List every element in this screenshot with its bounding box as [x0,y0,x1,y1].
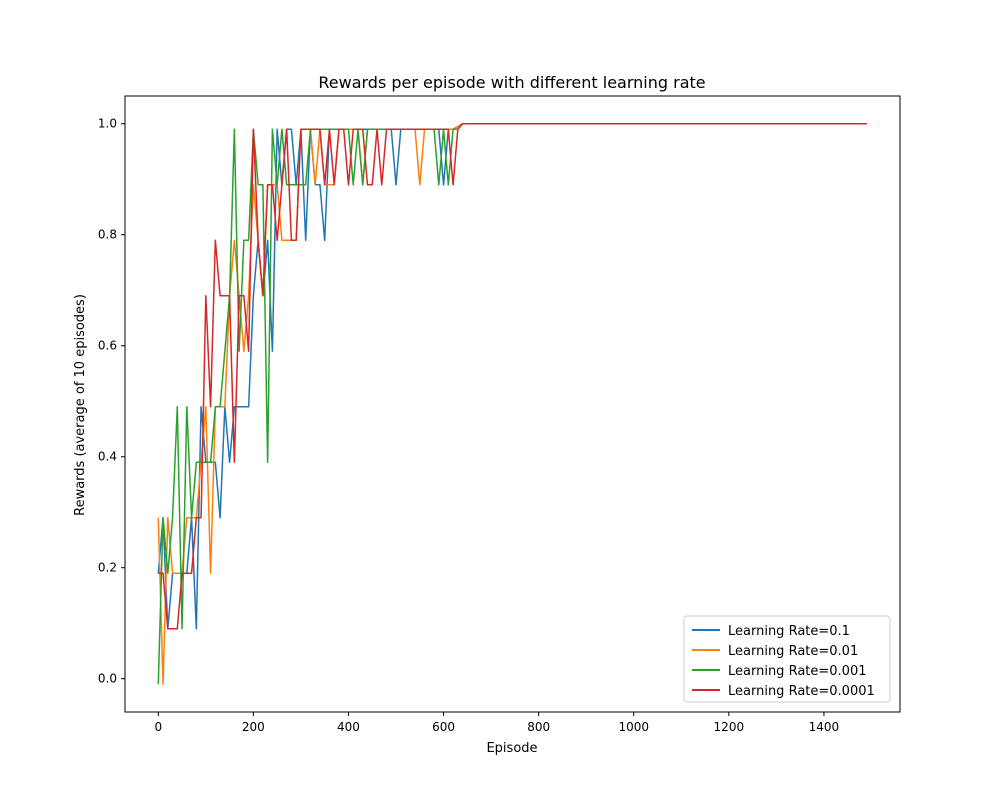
x-tick-label: 200 [242,720,265,734]
series-line-2 [157,123,867,685]
plot-area: 0 200 400 600 800 1000 1200 1400 0.0 0.2 0.4 0.6 0.8… [98,95,901,734]
legend-entry: Learning Rate=0.01 [728,644,858,659]
series-line-1 [157,123,867,685]
x-tick-label: 1200 [714,720,745,734]
axes-frame [124,95,901,713]
x-tick-label: 1000 [618,720,649,734]
chart-title: Rewards per episode with different learn… [318,73,705,92]
legend-box [683,615,891,703]
x-tick-label: 600 [432,720,455,734]
y-tick-label: 0.0 [98,672,117,686]
series-line-3 [158,123,867,630]
legend-entry: Learning Rate=0.1 [728,624,850,639]
legend-entry: Learning Rate=0.0001 [728,684,875,699]
series-line-0 [157,123,867,630]
legend: Learning Rate=0.1 Learning Rate=0.01 Learn… [683,615,891,703]
y-tick-label: 0.8 [98,228,117,242]
y-tick-label: 1.0 [98,117,117,131]
y-tick-label: 0.6 [98,339,117,353]
x-tick-label: 0 [154,720,162,734]
x-tick-label: 800 [527,720,550,734]
y-tick-label: 0.4 [98,450,117,464]
x-axis-label: Episode [486,741,537,756]
y-tick-label: 0.2 [98,561,117,575]
legend-entry: Learning Rate=0.001 [728,664,867,679]
y-axis-label: Rewards (average of 10 episodes) [73,294,88,516]
x-tick-label: 1400 [809,720,840,734]
x-tick-label: 400 [337,720,360,734]
